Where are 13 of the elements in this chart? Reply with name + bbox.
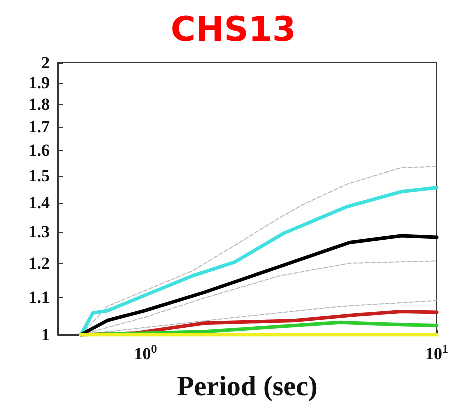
y-tick-label: 1.1 — [28, 288, 50, 308]
y-tick-label: 1.2 — [28, 254, 50, 273]
y-tick-label: 1.8 — [28, 94, 50, 114]
chart-title: CHS13 — [170, 10, 296, 50]
x-axis-title: Period (sec) — [177, 372, 318, 402]
y-tick-label: 1.4 — [28, 193, 50, 212]
y-tick-label: 1.7 — [28, 117, 50, 136]
y-tick-label: 1.6 — [28, 141, 50, 160]
y-tick-label: 2 — [42, 54, 50, 72]
y-tick-label: 1.3 — [28, 222, 50, 242]
y-tick-label: 1.5 — [28, 166, 50, 186]
y-tick-label: 1.9 — [28, 74, 50, 93]
y-tick-label: 1 — [42, 326, 50, 344]
